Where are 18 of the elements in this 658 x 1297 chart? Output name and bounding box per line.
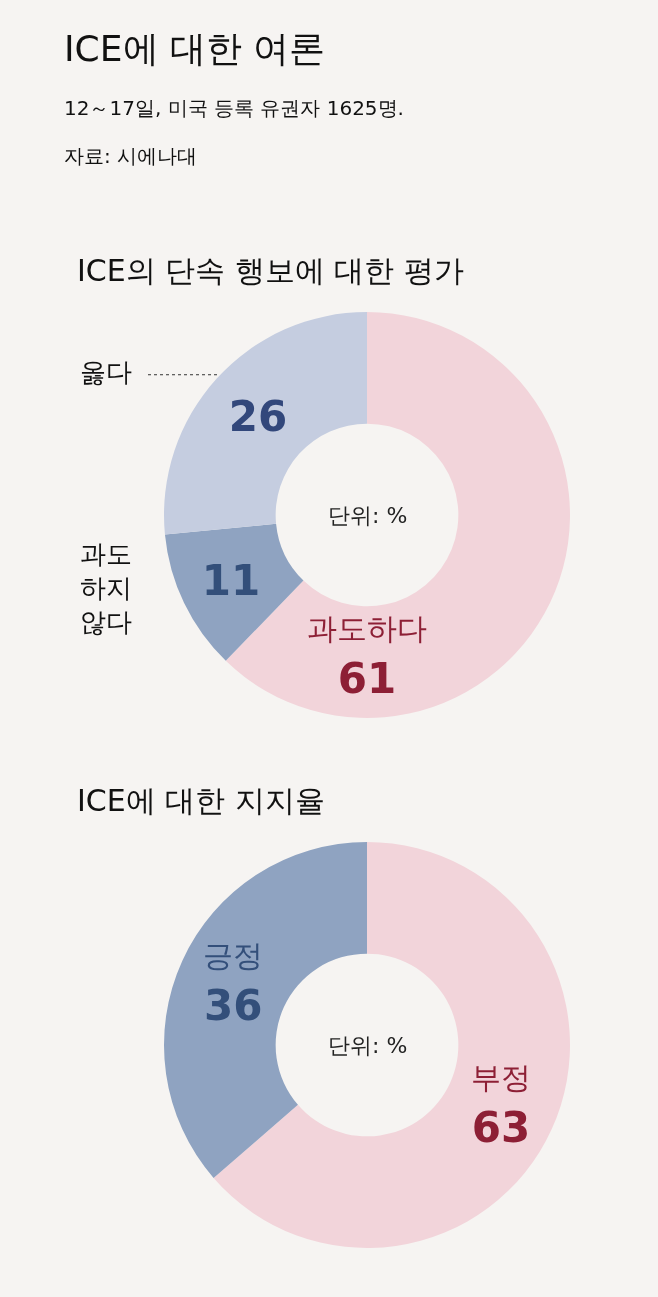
data-label: 63 [471,1103,531,1153]
slice-label: 부정 [470,1059,531,1095]
data-label: 26 [228,391,288,441]
text: 자료: 시에나대 [64,144,198,168]
chart-title: ICE의 단속 행보에 대한 평가 [77,253,464,288]
data-label: 36 [203,981,263,1031]
slice-label: 과도하지 않다 [80,539,132,637]
data-label: 11 [201,555,261,605]
slice-label: 긍정 [203,937,264,973]
text: ICE에 대한 여론 [64,28,326,69]
text: 단위: % [328,503,408,528]
text: 단위: % [328,1033,408,1058]
chart-title: ICE에 대한 지지율 [77,783,325,818]
slice-label: 옳다 [80,357,132,387]
data-label: 61 [337,654,397,704]
donut-slice [164,523,304,661]
text: 12～17일, 미국 등록 유권자 1625명. [64,96,404,120]
slice-label: 과도하다 [307,610,427,646]
